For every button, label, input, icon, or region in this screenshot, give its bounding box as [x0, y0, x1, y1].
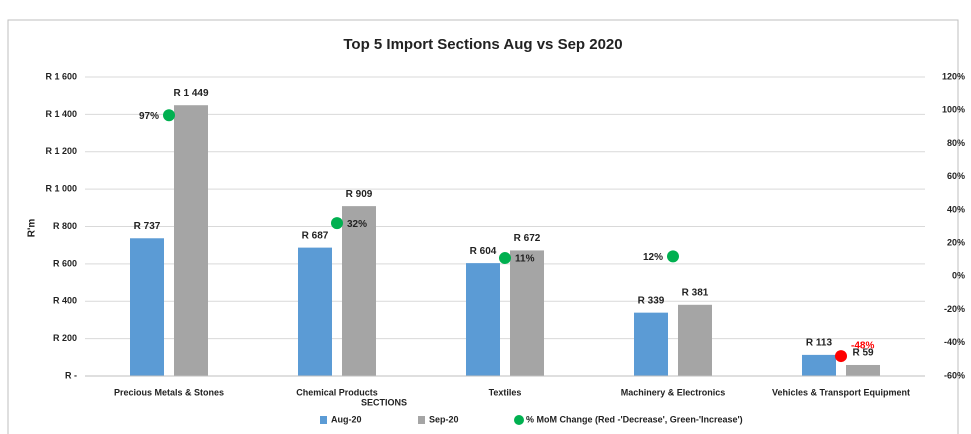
mom-dot [331, 217, 343, 230]
bar-value-label: R 909 [346, 189, 373, 200]
x-axis-label: SECTIONS [361, 397, 407, 407]
bar-value-label: R 604 [470, 246, 497, 257]
mom-label: 97% [139, 111, 159, 122]
x-tick-label: Machinery & Electronics [621, 387, 726, 397]
bar [342, 206, 376, 376]
y2-tick-label: -40% [944, 337, 965, 347]
chart-title: Top 5 Import Sections Aug vs Sep 2020 [343, 36, 622, 53]
bar-value-label: R 672 [514, 233, 541, 244]
bar [174, 105, 208, 376]
y2-tick-label: 60% [947, 171, 965, 181]
legend-swatch [418, 416, 425, 424]
mom-label: 12% [643, 252, 663, 263]
y2-tick-label: -60% [944, 370, 965, 380]
bar-value-label: R 737 [134, 221, 161, 232]
legend-label: % MoM Change (Red -'Decrease', Green-'In… [526, 414, 743, 424]
bar-value-label: R 687 [302, 230, 329, 241]
bar [466, 263, 500, 376]
bar [298, 247, 332, 376]
x-tick-label: Vehicles & Transport Equipment [772, 387, 910, 397]
mom-dot [667, 250, 679, 263]
y2-tick-label: 0% [952, 271, 965, 281]
x-tick-label: Precious Metals & Stones [114, 387, 224, 397]
bar [802, 354, 836, 376]
y-tick-label: R 1 400 [45, 109, 77, 119]
bar-value-label: R 339 [638, 295, 665, 306]
y-tick-label: R 200 [53, 333, 77, 343]
mom-dot [499, 252, 511, 265]
bar [510, 250, 544, 376]
mom-dot [835, 350, 847, 363]
y-tick-label: R - [65, 370, 77, 380]
y-tick-label: R 600 [53, 258, 77, 268]
bar-value-label: R 381 [682, 287, 709, 298]
bar [634, 312, 668, 376]
y-tick-label: R 400 [53, 296, 77, 306]
x-tick-label: Textiles [489, 387, 522, 397]
legend-label: Sep-20 [429, 414, 459, 424]
y2-tick-label: 100% [942, 105, 965, 115]
legend-swatch [514, 415, 524, 425]
y2-tick-label: 80% [947, 138, 965, 148]
x-tick-label: Chemical Products [296, 387, 378, 397]
mom-label: 32% [347, 219, 367, 230]
bar [846, 364, 880, 376]
mom-label: 11% [515, 254, 535, 265]
y2-tick-label: 120% [942, 71, 965, 81]
bar-value-label: R 1 449 [173, 88, 208, 99]
y-tick-label: R 800 [53, 221, 77, 231]
y-axis-label: R'm [27, 219, 38, 238]
legend-label: Aug-20 [331, 414, 362, 424]
y-tick-label: R 1 600 [45, 71, 77, 81]
y-tick-label: R 1 200 [45, 146, 77, 156]
y2-tick-label: 40% [947, 204, 965, 214]
bar-value-label: R 113 [806, 338, 833, 349]
bar-value-label: R 59 [852, 348, 874, 359]
bar [678, 304, 712, 376]
y2-tick-label: 20% [947, 237, 965, 247]
y2-tick-label: -20% [944, 304, 965, 314]
bar [130, 238, 164, 376]
mom-label: -48% [851, 341, 874, 352]
mom-dot [163, 109, 175, 122]
y-tick-label: R 1 000 [45, 184, 77, 194]
legend-swatch [320, 416, 327, 424]
